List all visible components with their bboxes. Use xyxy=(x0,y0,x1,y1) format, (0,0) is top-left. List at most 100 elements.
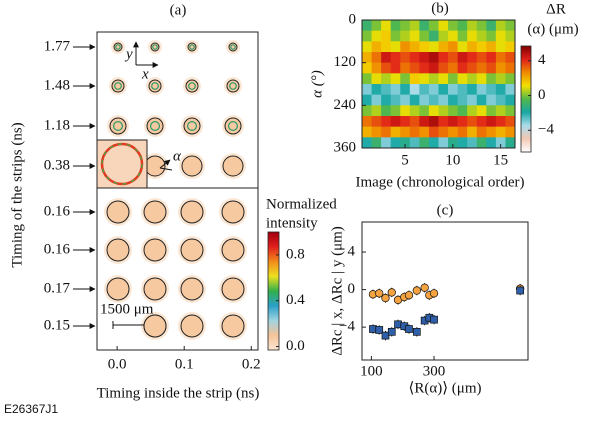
colorbar xyxy=(521,46,531,152)
heatmap-cell xyxy=(362,116,372,127)
heatmap-cell xyxy=(505,127,515,138)
heatmap-cell xyxy=(362,127,372,138)
x-tick-label: 5 xyxy=(401,152,409,168)
heatmap-cell xyxy=(467,127,477,138)
x-tick-label: 0.0 xyxy=(108,356,127,372)
x-tick-label: 100 xyxy=(360,363,383,379)
heatmap-cell xyxy=(362,63,372,74)
heatmap-cell xyxy=(429,84,439,95)
heatmap-cell xyxy=(486,127,496,138)
heatmap-cell xyxy=(467,20,477,31)
heatmap-cell xyxy=(391,20,401,31)
heatmap-cell xyxy=(410,116,420,127)
heatmap-cell xyxy=(486,84,496,95)
heatmap-cell xyxy=(410,95,420,106)
marker xyxy=(388,328,395,335)
spot xyxy=(147,118,163,134)
heatmap-cell xyxy=(439,116,449,127)
y-tick-label: 4 xyxy=(348,243,356,259)
heatmap-cell xyxy=(439,95,449,106)
panel-label: (a) xyxy=(170,2,187,18)
spot xyxy=(107,201,129,223)
heatmap-cell xyxy=(477,116,487,127)
spot xyxy=(110,118,126,134)
heatmap-cell xyxy=(486,52,496,63)
heatmap-cell xyxy=(372,116,382,127)
heatmap-cell xyxy=(458,31,468,42)
spot xyxy=(181,278,203,300)
heatmap-cell xyxy=(419,84,429,95)
y-tick-label: 240 xyxy=(334,97,357,113)
annotation: x xyxy=(141,66,149,82)
colorbar xyxy=(268,232,279,350)
heatmap-cell xyxy=(477,20,487,31)
heatmap-cell xyxy=(448,41,458,52)
heatmap-cell xyxy=(439,20,449,31)
spot xyxy=(181,201,203,223)
heatmap-cell xyxy=(419,95,429,106)
heatmap-cell xyxy=(410,63,420,74)
spot xyxy=(112,80,124,92)
y-axis-label: Timing of the strips (ns) xyxy=(9,122,25,267)
heatmap-cell xyxy=(419,73,429,84)
heatmap-cell xyxy=(400,127,410,138)
y-axis-label: ΔRc | x, ΔRc | y (μm) xyxy=(329,226,345,356)
y-tick-label: 0 xyxy=(348,281,356,297)
x-axis-label: Timing inside the strip (ns) xyxy=(97,385,260,401)
spot xyxy=(184,118,200,134)
heatmap-cell xyxy=(419,31,429,42)
heatmap-cell xyxy=(429,137,439,148)
heatmap-cell xyxy=(381,137,391,148)
heatmap-cell xyxy=(439,31,449,42)
heatmap-cell xyxy=(391,63,401,74)
heatmap-cell xyxy=(381,127,391,138)
heatmap-cell xyxy=(477,31,487,42)
heatmap-cell xyxy=(391,116,401,127)
heatmap-cell xyxy=(391,137,401,148)
marker xyxy=(405,326,412,333)
heatmap-cell xyxy=(400,31,410,42)
heatmap-cell xyxy=(448,127,458,138)
panel-label: (c) xyxy=(437,202,454,218)
colorbar-tick-label: −4 xyxy=(538,122,554,138)
spot xyxy=(222,239,244,261)
spot xyxy=(144,315,166,337)
heatmap-cell xyxy=(372,41,382,52)
heatmap-cell xyxy=(496,105,506,116)
heatmap-cell xyxy=(467,52,477,63)
heatmap-cell xyxy=(429,41,439,52)
x-axis-label: ⟨R(α)⟩ (μm) xyxy=(408,380,481,396)
heatmap-cell xyxy=(448,84,458,95)
heatmap-cell xyxy=(400,84,410,95)
heatmap-cell xyxy=(362,41,372,52)
heatmap-cell xyxy=(381,84,391,95)
heatmap-cell xyxy=(372,127,382,138)
heatmap-cell xyxy=(477,84,487,95)
heatmap-cell xyxy=(467,63,477,74)
heatmap-cell xyxy=(496,52,506,63)
heatmap-cell xyxy=(391,41,401,52)
spot xyxy=(107,278,129,300)
heatmap-cell xyxy=(458,95,468,106)
heatmap-cell xyxy=(362,95,372,106)
y-tick-label: 0 xyxy=(349,11,357,27)
heatmap-cell xyxy=(419,105,429,116)
heatmap-cell xyxy=(381,63,391,74)
x-tick-label: 300 xyxy=(423,363,446,379)
heatmap-cell xyxy=(429,63,439,74)
heatmap-cell xyxy=(448,73,458,84)
heatmap-cell xyxy=(391,105,401,116)
heatmap-cell xyxy=(410,31,420,42)
row-label: 0.16 xyxy=(44,241,71,257)
heatmap-cell xyxy=(505,20,515,31)
heatmap-cell xyxy=(439,137,449,148)
heatmap-cell xyxy=(391,31,401,42)
heatmap-cell xyxy=(372,63,382,74)
heatmap-cell xyxy=(400,20,410,31)
heatmap-cell xyxy=(429,52,439,63)
heatmap-cell xyxy=(486,116,496,127)
heatmap-cell xyxy=(410,137,420,148)
heatmap-cell xyxy=(362,20,372,31)
heatmap-cell xyxy=(419,137,429,148)
spot xyxy=(223,156,243,176)
